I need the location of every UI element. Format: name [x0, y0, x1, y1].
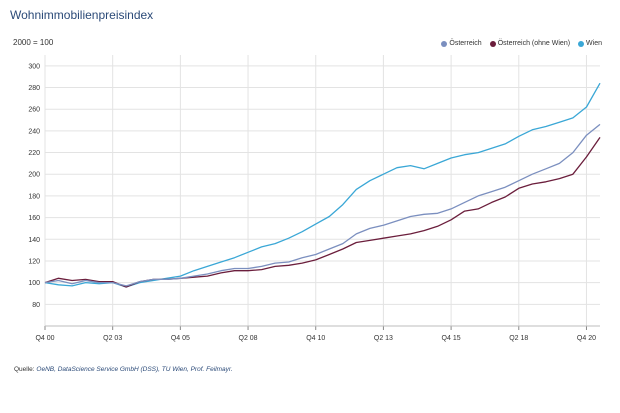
legend-item-wien[interactable]: Wien [578, 40, 602, 47]
source-note: Quelle: OeNB, DataScience Service GmbH (… [14, 366, 233, 373]
y-tick-label: 120 [28, 258, 40, 265]
legend-swatch-wien [578, 40, 585, 47]
y-tick-label: 160 [28, 215, 40, 222]
legend-label-oesterreich: Österreich [449, 40, 482, 47]
y-tick-label: 80 [32, 302, 40, 309]
y-tick-label: 260 [28, 107, 40, 114]
x-axis-ticks: Q4 00 Q2 03 Q4 05 Q2 08 Q4 10 Q2 13 Q4 15 Q2 18… [35, 325, 600, 342]
series-line--sterreich-ohne-wien-[interactable] [44, 137, 601, 288]
y-tick-label: 280 [28, 85, 40, 92]
x-tick-label: Q2 03 [103, 335, 122, 342]
series-line--sterreich[interactable] [44, 123, 601, 287]
legend-label-oesterreich-ohne-wien: Österreich (ohne Wien) [497, 40, 571, 47]
source-text: OeNB, DataScience Service GmbH (DSS), TU… [36, 366, 233, 373]
x-tick-label: Q2 18 [509, 335, 528, 342]
y-tick-label: 200 [28, 172, 40, 179]
x-tick-label: Q4 05 [171, 335, 190, 342]
legend-item-oesterreich[interactable]: Österreich [441, 40, 482, 47]
y-tick-label: 300 [28, 63, 40, 70]
chart-title: Wohnimmobilienpreisindex [10, 8, 154, 22]
y-tick-label: 180 [28, 193, 40, 200]
y-axis-ticks: 80 100 120 140 160 180 200 220 240 260 280 300 [28, 63, 40, 308]
x-tick-label: Q4 15 [442, 335, 461, 342]
legend-swatch-oesterreich-ohne-wien [489, 40, 496, 47]
y-tick-label: 140 [28, 237, 40, 244]
x-tick-label: Q4 20 [577, 335, 596, 342]
x-tick-label: Q4 10 [306, 335, 325, 342]
y-tick-label: 100 [28, 280, 40, 287]
chart-series [44, 82, 601, 288]
legend-item-oesterreich-ohne-wien[interactable]: Österreich (ohne Wien) [489, 40, 571, 47]
legend-label-wien: Wien [586, 40, 602, 47]
x-tick-label: Q2 08 [239, 335, 258, 342]
y-axis-unit-label: 2000 = 100 [13, 38, 54, 47]
x-tick-label: Q2 13 [374, 335, 393, 342]
y-tick-label: 240 [28, 128, 40, 135]
source-label: Quelle: [14, 366, 35, 373]
legend-swatch-oesterreich [441, 40, 448, 47]
series-line-wien[interactable] [44, 82, 601, 288]
y-tick-label: 220 [28, 150, 40, 157]
chart-legend: Österreich Österreich (ohne Wien) Wien [441, 40, 602, 47]
x-tick-label: Q4 00 [35, 335, 54, 342]
